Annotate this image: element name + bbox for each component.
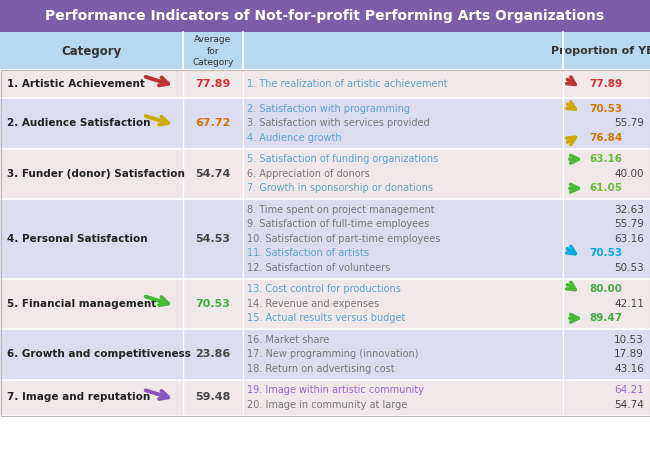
Text: 6. Appreciation of donors: 6. Appreciation of donors [247, 169, 370, 179]
Text: 5. Satisfaction of funding organizations: 5. Satisfaction of funding organizations [247, 154, 438, 164]
FancyBboxPatch shape [0, 98, 650, 149]
Text: 17. New programming (innovation): 17. New programming (innovation) [247, 349, 419, 359]
FancyBboxPatch shape [0, 149, 650, 199]
Text: 15. Actual results versus budget: 15. Actual results versus budget [247, 313, 406, 323]
Text: 77.89: 77.89 [195, 79, 231, 89]
Text: 3. Funder (donor) Satisfaction: 3. Funder (donor) Satisfaction [7, 169, 185, 179]
Text: 7. Image and reputation: 7. Image and reputation [7, 393, 150, 403]
Text: 4. Audience growth: 4. Audience growth [247, 133, 342, 143]
Text: 6. Growth and competitiveness: 6. Growth and competitiveness [7, 349, 191, 359]
Text: Average
for
Category: Average for Category [192, 35, 234, 67]
Text: 3. Satisfaction with services provided: 3. Satisfaction with services provided [247, 118, 430, 128]
Text: 59.48: 59.48 [195, 393, 231, 403]
Text: 16. Market share: 16. Market share [247, 335, 330, 345]
Text: 70.53: 70.53 [196, 299, 231, 309]
Text: 63.16: 63.16 [614, 234, 644, 244]
Text: 1. Artistic Achievement: 1. Artistic Achievement [7, 79, 145, 89]
Text: 54.74: 54.74 [614, 400, 644, 410]
Text: 80.00: 80.00 [589, 284, 622, 294]
Text: 17.89: 17.89 [614, 349, 644, 359]
FancyBboxPatch shape [0, 70, 650, 98]
FancyBboxPatch shape [0, 199, 650, 278]
Text: 2. Satisfaction with programming: 2. Satisfaction with programming [247, 104, 410, 114]
Text: 14. Revenue and expenses: 14. Revenue and expenses [247, 299, 379, 309]
Text: 67.72: 67.72 [195, 118, 231, 128]
Text: 4. Personal Satisfaction: 4. Personal Satisfaction [7, 234, 148, 244]
Text: 20. Image in community at large: 20. Image in community at large [247, 400, 408, 410]
Text: 63.16: 63.16 [589, 154, 622, 164]
Text: 1. The realization of artistic achievement: 1. The realization of artistic achieveme… [247, 79, 448, 89]
Text: 54.53: 54.53 [196, 234, 231, 244]
Text: 10. Satisfaction of part-time employees: 10. Satisfaction of part-time employees [247, 234, 441, 244]
Text: 2. Audience Satisfaction: 2. Audience Satisfaction [7, 118, 151, 128]
Text: 42.11: 42.11 [614, 299, 644, 309]
Text: 55.79: 55.79 [614, 118, 644, 128]
Text: 43.16: 43.16 [614, 364, 644, 374]
Text: 70.53: 70.53 [589, 104, 622, 114]
Text: 76.84: 76.84 [589, 133, 622, 143]
Text: 5. Financial management: 5. Financial management [7, 299, 156, 309]
Text: 32.63: 32.63 [614, 205, 644, 215]
Text: 8. Time spent on project management: 8. Time spent on project management [247, 205, 435, 215]
Text: 23.86: 23.86 [196, 349, 231, 359]
Text: 70.53: 70.53 [589, 248, 622, 258]
Text: 64.21: 64.21 [614, 385, 644, 395]
FancyBboxPatch shape [0, 0, 650, 32]
Text: 77.89: 77.89 [589, 79, 622, 89]
Text: 19. Image within artistic community: 19. Image within artistic community [247, 385, 424, 395]
Text: 89.47: 89.47 [589, 313, 622, 323]
Text: Performance Indicators of Not-for-profit Performing Arts Organizations: Performance Indicators of Not-for-profit… [46, 9, 605, 23]
Text: 13. Cost control for productions: 13. Cost control for productions [247, 284, 401, 294]
Text: 10.53: 10.53 [614, 335, 644, 345]
Text: 54.74: 54.74 [195, 169, 231, 179]
Text: 61.05: 61.05 [589, 183, 622, 193]
FancyBboxPatch shape [0, 379, 650, 415]
Text: 11. Satisfaction of artists: 11. Satisfaction of artists [247, 248, 369, 258]
FancyBboxPatch shape [0, 329, 650, 379]
Text: 12. Satisfaction of volunteers: 12. Satisfaction of volunteers [247, 263, 390, 273]
Text: 50.53: 50.53 [614, 263, 644, 273]
Text: 9. Satisfaction of full-time employees: 9. Satisfaction of full-time employees [247, 219, 429, 229]
Text: 18. Return on advertising cost: 18. Return on advertising cost [247, 364, 395, 374]
Text: 7. Growth in sponsorship or donations: 7. Growth in sponsorship or donations [247, 183, 433, 193]
FancyBboxPatch shape [0, 278, 650, 329]
Text: 55.79: 55.79 [614, 219, 644, 229]
Text: Proportion of YES: Proportion of YES [551, 46, 650, 56]
Text: Category: Category [61, 44, 122, 58]
Text: 40.00: 40.00 [614, 169, 644, 179]
FancyBboxPatch shape [0, 32, 650, 70]
